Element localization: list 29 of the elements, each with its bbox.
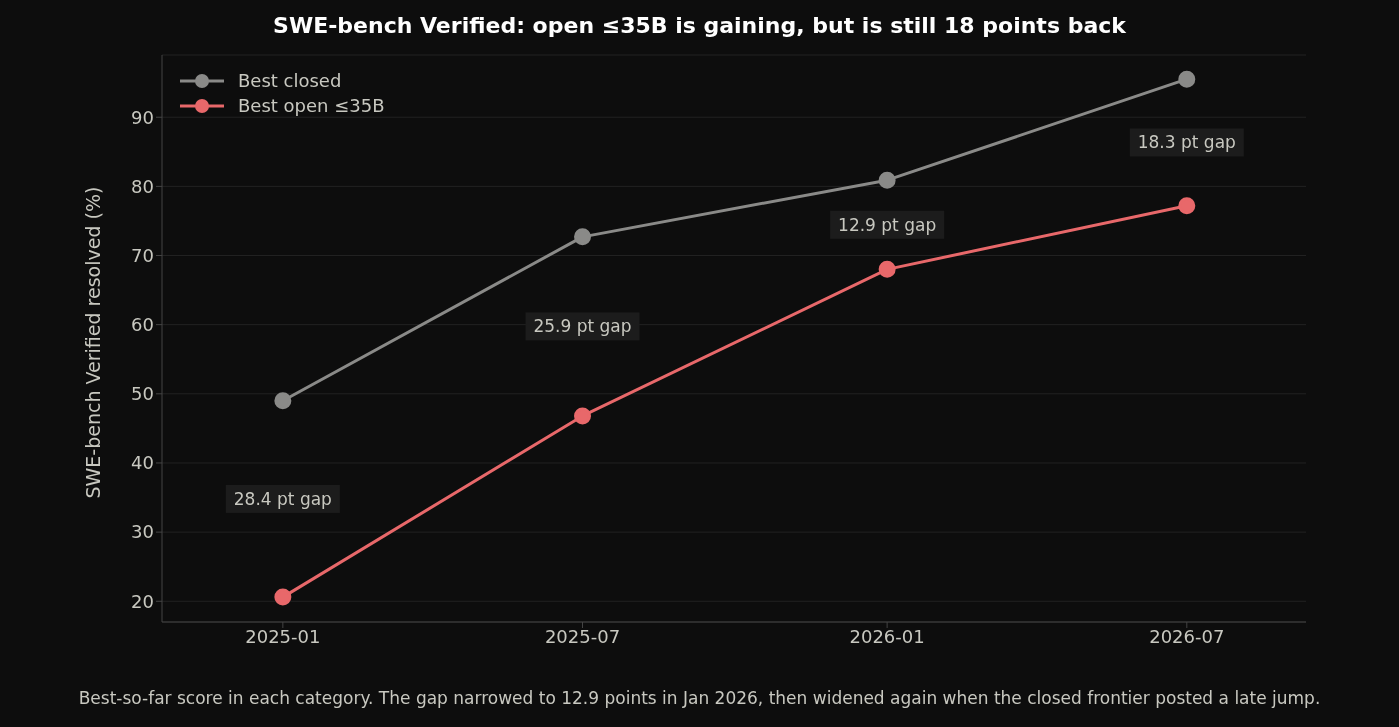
y-tick-label: 20	[131, 590, 154, 612]
y-tick-label: 60	[131, 314, 154, 336]
y-tick-label: 40	[131, 452, 154, 474]
y-tick-label: 90	[131, 106, 154, 128]
point	[274, 588, 292, 606]
point	[274, 392, 292, 410]
point	[1178, 197, 1196, 215]
point	[1178, 70, 1196, 88]
point	[878, 171, 896, 189]
point	[574, 407, 592, 425]
chart-title: SWE-bench Verified: open ≤35B is gaining, but is still 18 points back	[272, 12, 1127, 40]
point	[878, 260, 896, 278]
y-tick-label: 80	[131, 175, 154, 197]
annotation: 28.4 pt gap	[233, 488, 332, 509]
x-tick-label: 2025-07	[544, 625, 621, 647]
annotation: 12.9 pt gap	[838, 214, 937, 235]
legend-label: Best closed	[238, 70, 342, 91]
y-tick-label: 70	[131, 244, 154, 266]
x-tick-label: 2025-01	[245, 625, 321, 647]
x-tick-label: 2026-01	[849, 625, 925, 647]
x-tick-label: 2026-07	[1149, 625, 1225, 647]
annotation: 18.3 pt gap	[1137, 132, 1236, 153]
y-tick-label: 30	[131, 521, 154, 543]
y-tick-label: 50	[131, 383, 154, 405]
point	[574, 228, 592, 246]
y-axis-title: SWE-bench Verified resolved (%)	[81, 186, 104, 499]
text: Best-so-far score in each category. The gap narrowed to 12.9 points in Jan 2026, then widened again when the closed frontier posted a late jump.	[77, 688, 1322, 708]
legend-label: Best open ≤35B	[238, 95, 385, 116]
annotation: 25.9 pt gap	[533, 316, 632, 337]
